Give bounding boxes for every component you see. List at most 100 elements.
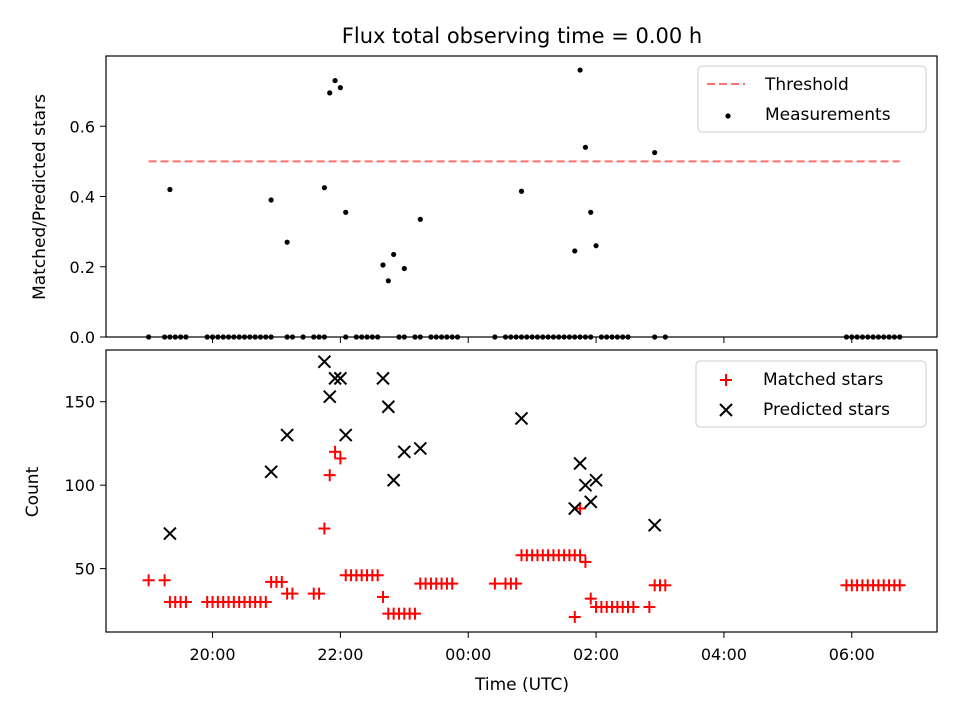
measurement-point (652, 149, 658, 156)
predicted-star-marker (647, 518, 662, 532)
measurement-points (146, 67, 903, 340)
matched-star-marker (334, 452, 347, 465)
predicted-star-marker (339, 428, 353, 442)
predicted-star-marker (317, 354, 332, 369)
measurement-point (385, 278, 391, 284)
predicted-star-marker (280, 428, 294, 442)
measurement-point (268, 197, 274, 203)
bottom-x-tick-label: 00:00 (445, 645, 491, 664)
measurement-point (380, 262, 386, 268)
measurement-point (284, 239, 290, 245)
measurement-point (572, 248, 578, 254)
legend-predicted-swatch (719, 403, 733, 417)
predicted-star-marker (386, 473, 401, 487)
measurement-point (401, 265, 407, 272)
measurement-point (327, 90, 333, 96)
bottom-x-ticks: 20:00 22:00 00:00 02:00 04:00 06:00 (189, 632, 875, 664)
matched-star-marker (179, 595, 192, 608)
top-y-tick-label: 0.6 (70, 117, 95, 136)
matched-star-marker (446, 577, 459, 590)
matched-star-marker (275, 575, 288, 588)
matched-star-marker (488, 577, 501, 590)
bottom-x-tick-label: 22:00 (317, 645, 363, 664)
legend-measurements-label: Measurements (765, 105, 891, 125)
predicted-star-marker (589, 473, 603, 487)
measurement-point (593, 243, 599, 249)
matched-star-marker (568, 610, 581, 623)
top-y-tick-label: 0.0 (70, 328, 95, 347)
predicted-star-marker (568, 501, 582, 516)
matched-star-marker (510, 577, 523, 590)
matched-star-marker (286, 587, 299, 600)
measurement-point (337, 85, 343, 91)
top-y-tick-label: 0.4 (70, 188, 95, 207)
matched-star-marker (323, 469, 336, 482)
bottom-x-tick-label: 06:00 (829, 645, 875, 664)
predicted-star-marker (376, 371, 390, 386)
matched-star-marker (142, 574, 155, 587)
top-y-ticks: 0.0 0.2 0.4 0.6 (70, 117, 106, 347)
measurement-point (588, 209, 594, 215)
matched-star-marker (584, 592, 597, 605)
bottom-y-ticks: 50 100 150 (64, 393, 106, 579)
legend-measurements-swatch (725, 113, 731, 119)
legend-matched-swatch (720, 374, 732, 386)
matched-star-marker (259, 595, 272, 608)
matched-star-marker (659, 579, 672, 592)
matched-star-marker (408, 607, 421, 620)
measurement-point (417, 216, 423, 222)
matched-star-marker (313, 587, 326, 600)
measurement-point (343, 209, 349, 215)
top-legend: Threshold Measurements (697, 65, 927, 133)
matched-star-marker (377, 590, 389, 603)
matched-star-marker (574, 549, 587, 562)
predicted-star-marker (264, 465, 278, 479)
measurement-point (518, 188, 525, 194)
count-points (142, 354, 906, 623)
matched-star-marker (371, 569, 384, 582)
matched-star-marker (318, 522, 331, 535)
bottom-y-tick-label: 50 (75, 560, 95, 579)
predicted-star-marker (413, 441, 427, 456)
measurement-point (391, 251, 397, 258)
measurement-point (577, 67, 583, 73)
predicted-star-marker (573, 456, 587, 471)
matched-star-marker (643, 600, 656, 613)
bottom-x-tick-label: 02:00 (573, 645, 619, 664)
matched-star-marker (893, 579, 906, 592)
matched-star-marker (579, 555, 592, 568)
x-axis-label: Time (UTC) (474, 675, 569, 695)
legend-matched-label: Matched stars (763, 370, 883, 390)
matched-star-marker (158, 574, 171, 587)
bottom-x-tick-label: 04:00 (701, 645, 747, 664)
bottom-y-tick-label: 100 (64, 476, 95, 495)
predicted-star-marker (578, 478, 593, 492)
measurement-point (167, 186, 173, 193)
predicted-star-marker (584, 495, 598, 509)
predicted-star-marker (328, 371, 342, 386)
bottom-x-tick-label: 20:00 (189, 645, 235, 664)
top-y-tick-label: 0.2 (70, 258, 95, 277)
top-legend-box (697, 65, 927, 133)
predicted-star-marker (333, 371, 348, 386)
bottom-legend-box (695, 360, 927, 428)
legend-predicted-label: Predicted stars (763, 400, 890, 420)
measurement-point (582, 144, 589, 150)
predicted-star-marker (163, 526, 177, 541)
bottom-axes-frame (105, 349, 938, 633)
measurement-point (332, 77, 338, 84)
predicted-star-marker (514, 411, 529, 426)
top-axes-frame (105, 55, 938, 338)
chart-title: Flux total observing time = 0.00 h (342, 24, 702, 48)
predicted-star-marker (323, 390, 337, 404)
ratio-panel: Flux total observing time = 0.00 h Match… (30, 24, 938, 347)
bottom-y-tick-label: 150 (64, 393, 95, 412)
measurement-point (321, 185, 328, 191)
predicted-star-marker (381, 400, 396, 414)
matched-star-marker (627, 600, 640, 613)
predicted-star-marker (397, 445, 412, 459)
top-y-axis-label: Matched/Predicted stars (30, 94, 50, 300)
count-panel: Count Time (UTC) 50 100 150 20:00 22:00 00:0… (23, 349, 938, 695)
bottom-y-axis-label: Count (23, 466, 43, 517)
